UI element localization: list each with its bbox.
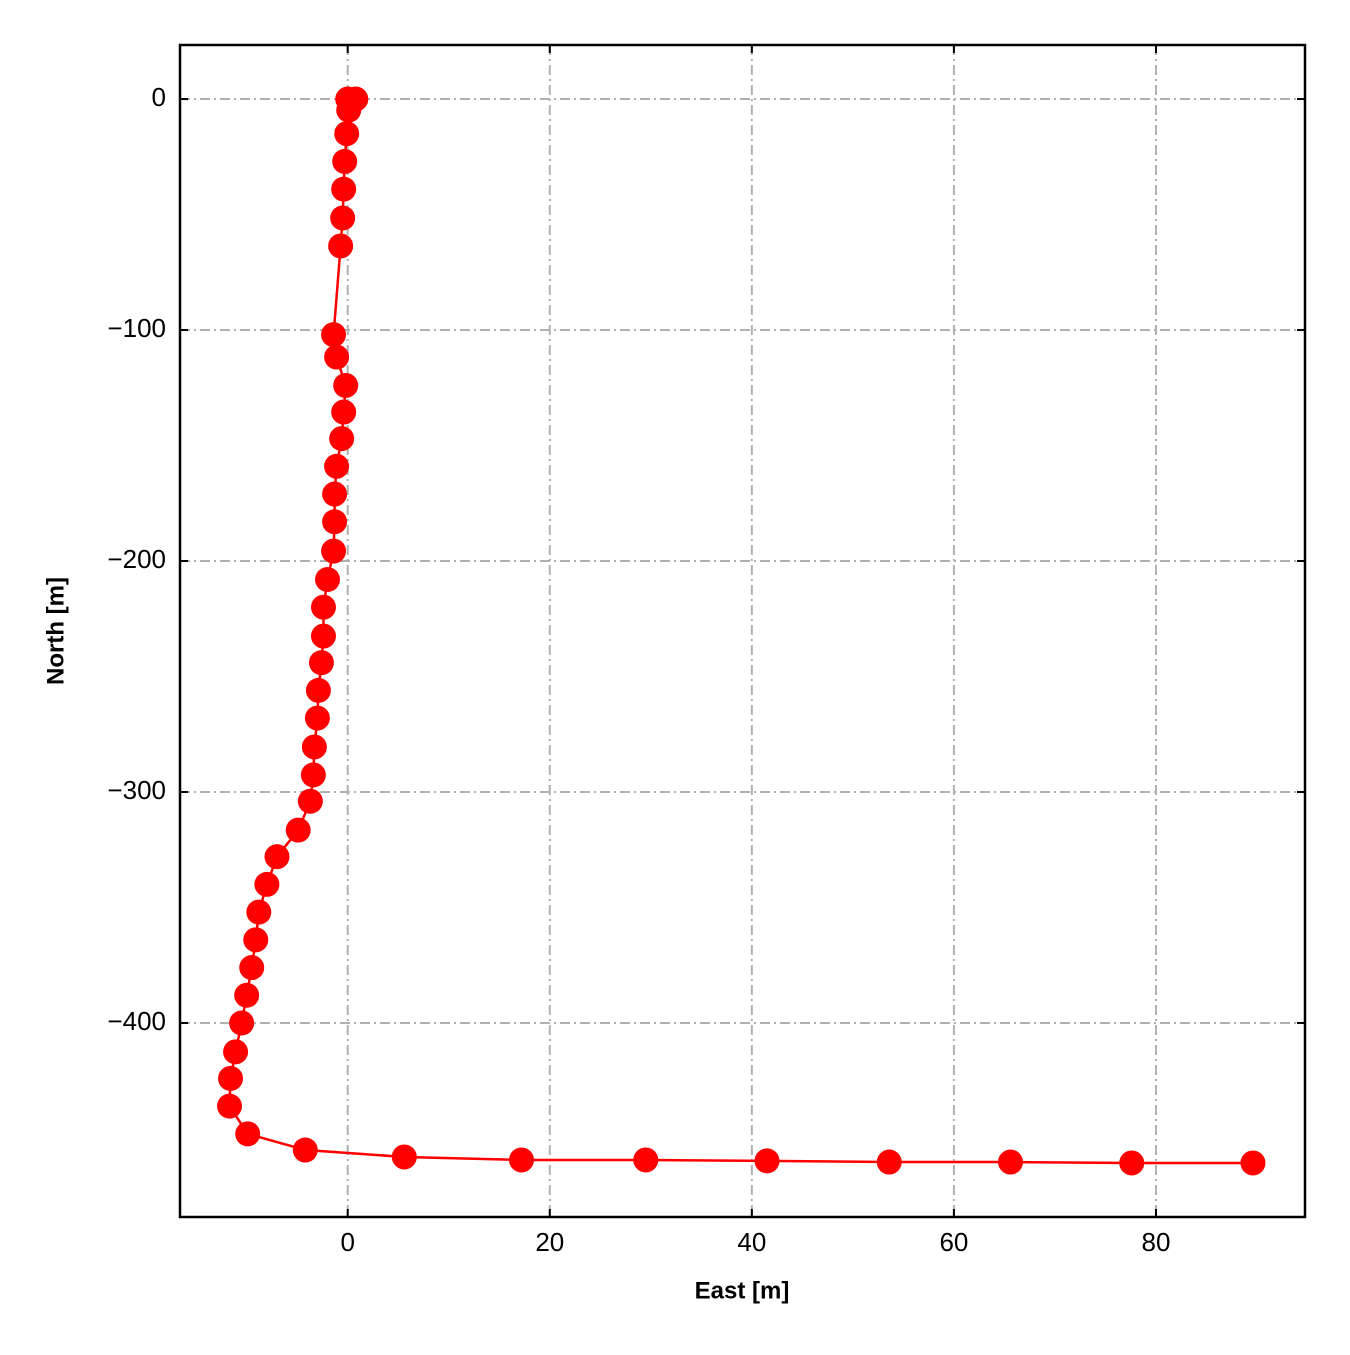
data-point — [330, 205, 356, 231]
data-point — [254, 871, 280, 897]
y-axis-label: North [m] — [42, 577, 69, 685]
data-point — [633, 1147, 659, 1173]
data-point — [331, 399, 357, 425]
data-point — [229, 1010, 255, 1036]
y-tick-label: −400 — [107, 1006, 166, 1036]
y-tick-label: −200 — [107, 544, 166, 574]
data-point — [321, 538, 347, 564]
data-point — [315, 566, 341, 592]
data-point — [321, 322, 347, 348]
data-point — [297, 788, 323, 814]
data-point — [243, 927, 269, 953]
x-tick-label: 40 — [737, 1227, 766, 1257]
data-point — [1240, 1150, 1266, 1176]
data-point — [305, 677, 331, 703]
data-point — [334, 121, 360, 147]
data-point — [332, 148, 358, 174]
data-point — [217, 1093, 243, 1119]
data-point — [331, 176, 357, 202]
data-point — [336, 97, 362, 123]
y-tick-label: −100 — [107, 313, 166, 343]
data-point — [508, 1147, 534, 1173]
data-point — [300, 762, 326, 788]
data-point — [246, 899, 272, 925]
y-tick-label: −300 — [107, 775, 166, 805]
x-axis-label: East [m] — [695, 1277, 790, 1304]
data-point — [292, 1137, 318, 1163]
data-point — [328, 233, 354, 259]
x-tick-label: 20 — [535, 1227, 564, 1257]
data-point — [310, 623, 336, 649]
data-point — [324, 453, 350, 479]
data-point — [310, 594, 336, 620]
data-point — [997, 1149, 1023, 1175]
data-line — [228, 97, 1253, 1165]
data-point — [322, 509, 348, 535]
data-point — [218, 1065, 244, 1091]
x-tick-label: 80 — [1142, 1227, 1171, 1257]
data-point — [239, 955, 265, 981]
y-tick-label: 0 — [152, 82, 166, 112]
data-point — [333, 372, 359, 398]
data-point — [301, 734, 327, 760]
data-point — [235, 1121, 261, 1147]
data-point — [322, 481, 348, 507]
data-point — [1119, 1150, 1145, 1176]
data-point — [876, 1149, 902, 1175]
data-point — [754, 1148, 780, 1174]
data-point — [324, 344, 350, 370]
x-tick-label: 0 — [340, 1227, 354, 1257]
data-point — [285, 817, 311, 843]
x-tick-label: 60 — [939, 1227, 968, 1257]
plot-frame — [178, 43, 1307, 1219]
data-point — [223, 1039, 249, 1065]
data-point — [304, 705, 330, 731]
data-point — [391, 1144, 417, 1170]
data-point — [264, 844, 290, 870]
data-point — [234, 982, 260, 1008]
data-point — [329, 426, 355, 452]
data-point — [308, 650, 334, 676]
